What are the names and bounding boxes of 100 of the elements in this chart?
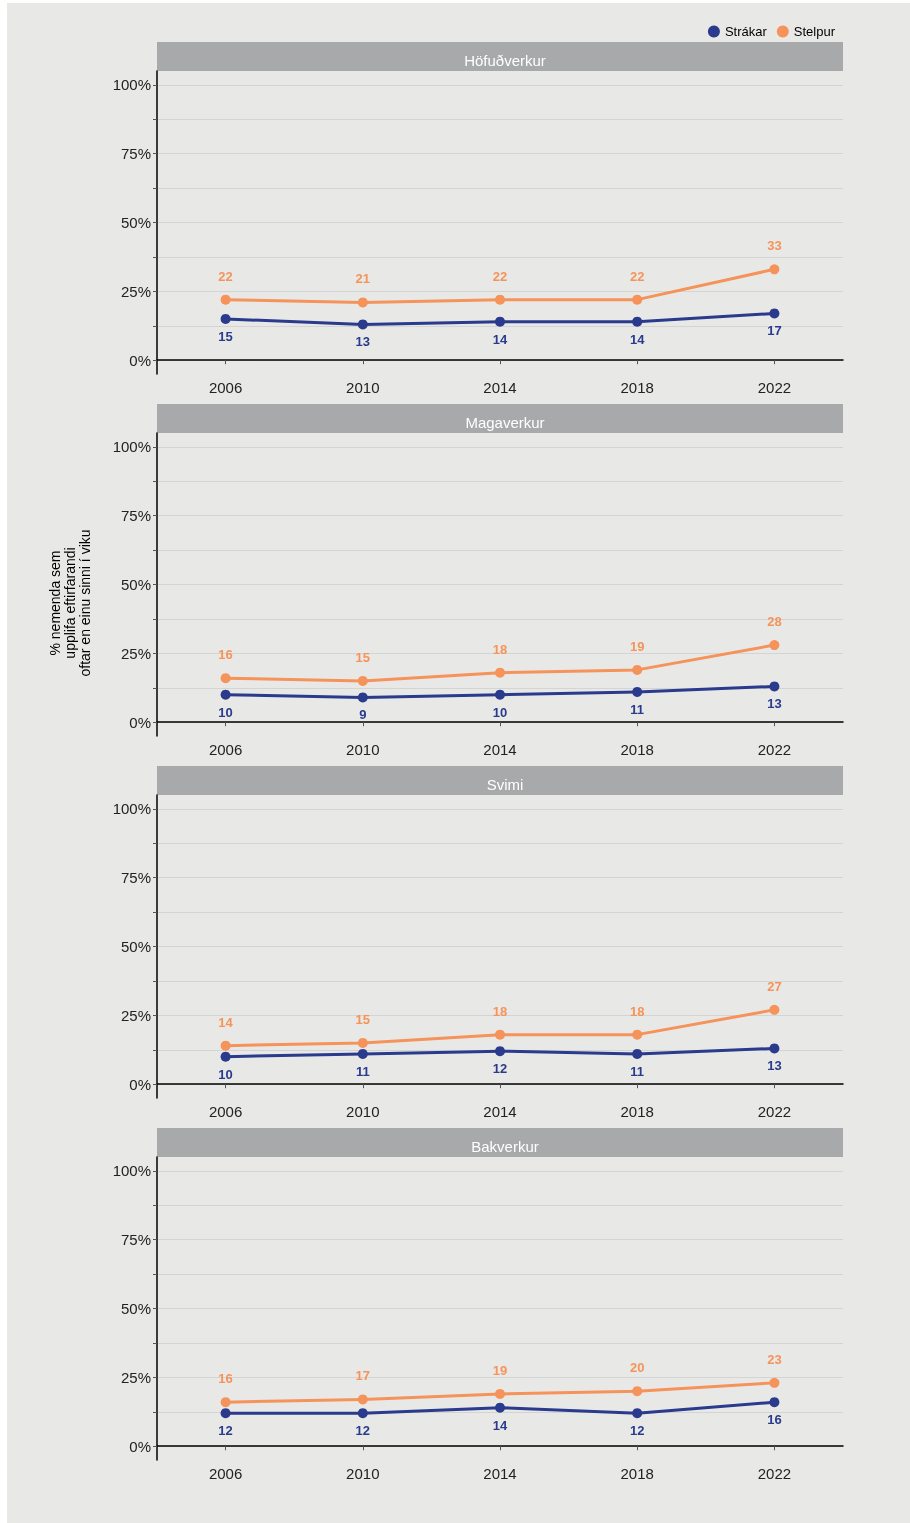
data-label: 12 [492,1061,508,1077]
point [220,689,231,700]
data-label: 11 [355,1063,370,1079]
data-label: 22 [218,268,233,284]
data-label: 10 [218,704,233,720]
y-tick-label: 25% [120,1368,151,1386]
point [220,673,231,684]
y-tick-label: 25% [120,1006,151,1024]
point [495,316,505,327]
y-tick-label: 0% [129,713,151,731]
data-label: 12 [629,1423,645,1439]
legend-label: Strákar [724,24,768,39]
data-label: 12 [218,1423,233,1439]
chart-title: Bakverkur [471,1138,539,1155]
point [357,297,368,308]
data-label: 10 [492,704,508,720]
point [769,1043,780,1054]
point [632,664,643,675]
y-tick-label: 100% [112,76,151,94]
y-tick-label: 100% [112,1162,151,1180]
point [769,1377,780,1388]
data-label: 14 [629,331,646,347]
data-label: 18 [492,1003,508,1019]
data-label: 14 [492,331,508,347]
y-tick-label: 0% [129,1075,151,1093]
point [357,1048,368,1059]
point [495,1046,505,1057]
data-label: 14 [492,1417,508,1433]
y-tick-label: 75% [120,507,151,525]
point [495,294,505,305]
point [632,1386,643,1397]
data-label: 12 [355,1423,371,1439]
point [769,1004,780,1015]
point [357,692,368,703]
point [632,316,643,327]
y-axis-title: % nemenda sem upplifa eftirfarandi oftar en einu sinni í viku [46,529,93,677]
y-tick-label: 0% [129,351,151,369]
point [632,294,643,305]
point [632,1408,643,1419]
y-tick-label: 25% [120,644,151,662]
data-label: 13 [767,696,782,712]
point [769,1397,780,1408]
data-label: 15 [218,328,233,344]
data-label: 22 [492,268,508,284]
x-tick-label: 2006 [208,379,243,396]
data-label: 13 [355,334,371,350]
chart-title: Höfuðverkur [464,52,546,69]
x-tick-label: 2018 [620,741,654,758]
y-tick-label: 50% [120,938,151,955]
data-label: 21 [355,271,371,287]
data-label: 22 [629,268,645,284]
point [769,264,780,275]
point [220,1397,231,1408]
data-label: 20 [629,1360,645,1376]
point [220,294,231,305]
data-label: 17 [355,1368,371,1384]
data-label: 19 [629,638,645,654]
x-tick-label: 2018 [620,1103,654,1120]
data-label: 17 [767,323,782,339]
x-tick-label: 2010 [346,1103,380,1120]
y-tick-label: 100% [112,800,151,818]
point [357,675,368,686]
y-tick-label: 0% [129,1437,151,1455]
point [769,308,780,319]
point [495,1029,505,1040]
x-tick-label: 2022 [757,741,792,758]
x-tick-label: 2014 [483,741,517,758]
x-tick-label: 2018 [620,1465,654,1482]
point [495,689,505,700]
point [357,1037,368,1048]
data-label: 14 [218,1014,234,1030]
legend-label: Stelpur [793,24,836,39]
data-label: 33 [767,238,782,254]
x-tick-label: 2010 [346,741,380,758]
x-tick-label: 2022 [757,379,792,396]
point [495,1402,505,1413]
data-label: 16 [218,647,233,663]
y-tick-label: 100% [112,438,151,456]
y-tick-label: 75% [120,145,151,163]
x-tick-label: 2018 [620,379,654,396]
data-label: 10 [218,1066,233,1082]
data-label: 15 [355,1011,371,1027]
data-label: 27 [767,978,782,994]
x-tick-label: 2010 [346,1465,380,1482]
point [495,667,505,678]
point [220,1040,231,1051]
point [632,1029,643,1040]
y-tick-label: 25% [120,282,151,300]
point [632,1048,643,1059]
point [220,313,231,324]
chart-title: Svimi [486,776,524,793]
point [357,1394,368,1405]
data-label: 16 [767,1412,782,1428]
data-label: 18 [629,1003,645,1019]
point [357,1408,368,1419]
point [495,1388,505,1399]
x-tick-label: 2014 [483,1465,517,1482]
data-label: 9 [359,707,367,723]
point [632,686,643,697]
x-tick-label: 2006 [208,741,243,758]
